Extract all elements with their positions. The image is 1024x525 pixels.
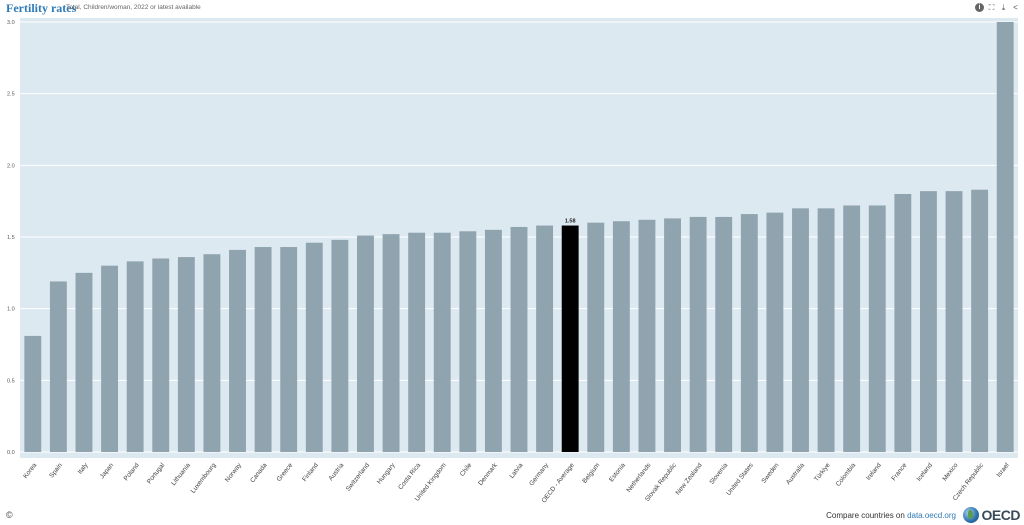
x-tick-label: Türkiye	[813, 462, 832, 483]
bar[interactable]	[919, 191, 937, 452]
x-tick-label: Poland	[123, 462, 141, 483]
bar-value-label: 1.58	[565, 219, 576, 225]
x-tick-label: Australia	[785, 462, 806, 487]
bar[interactable]	[689, 216, 707, 452]
x-tick-label: Chile	[459, 462, 474, 478]
x-tick-label: Japan	[99, 462, 116, 481]
x-tick-label: Austria	[327, 462, 345, 483]
bar[interactable]	[817, 208, 835, 452]
chart-toolbar: i ⛶ ⤓ <	[975, 3, 1020, 12]
y-tick-label: 3.0	[7, 20, 15, 26]
x-tick-label: Slovenia	[708, 462, 729, 486]
x-tick-label: Israel	[995, 461, 1011, 478]
bar[interactable]	[638, 219, 656, 452]
share-icon[interactable]: <	[1013, 3, 1018, 12]
bar[interactable]	[331, 239, 349, 452]
x-tick-label: Portugal	[146, 461, 167, 485]
bar[interactable]	[75, 272, 93, 452]
x-tick-label: New Zealand	[675, 462, 704, 497]
x-tick-label: Iceland	[916, 462, 935, 483]
bar[interactable]	[280, 247, 298, 452]
x-tick-label: Germany	[528, 461, 550, 487]
y-tick-label: 2.5	[7, 92, 15, 98]
y-tick-label: 0.0	[7, 450, 15, 456]
bar[interactable]	[664, 218, 681, 452]
bar[interactable]	[24, 335, 42, 452]
info-icon[interactable]: i	[975, 3, 984, 12]
bar[interactable]	[612, 221, 630, 452]
bar[interactable]	[459, 231, 477, 452]
bar[interactable]	[971, 189, 989, 452]
bar[interactable]	[49, 281, 67, 452]
bar[interactable]	[945, 191, 963, 452]
x-tick-label: Hungary	[376, 461, 397, 485]
bar[interactable]	[152, 258, 170, 453]
bar[interactable]	[740, 214, 758, 452]
bar[interactable]	[587, 222, 605, 452]
x-tick-label: Ireland	[865, 462, 883, 482]
copyright-symbol: ©	[6, 510, 13, 520]
globe-icon	[962, 507, 979, 523]
x-tick-label: Switzerland	[345, 462, 371, 493]
chart-subtitle: Total, Children/woman, 2022 or latest av…	[66, 4, 201, 11]
x-tick-label: France	[890, 462, 908, 483]
bar[interactable]	[433, 232, 451, 452]
bar[interactable]	[510, 226, 528, 452]
bar[interactable]	[894, 194, 912, 452]
x-tick-label: Spain	[48, 462, 64, 480]
bar[interactable]	[843, 205, 861, 452]
chart-header: Fertility rates Total, Children/woman, 2…	[0, 0, 1024, 18]
compare-countries-text: Compare countries on data.oecd.org	[826, 511, 956, 520]
bar-chart: 0.0 0.5 1.0 1.5 2.0 2.5 3.0 Korea Spain Italy Japa…	[7, 18, 1018, 504]
y-tick-label: 2.0	[7, 163, 15, 169]
x-tick-label: United States	[725, 461, 755, 497]
chart-title: Fertility rates	[6, 1, 77, 15]
y-tick-label: 1.0	[7, 307, 15, 313]
x-tick-label: Latvia	[508, 462, 524, 480]
x-tick-label: Finland	[301, 462, 320, 483]
x-tick-label: Sweden	[760, 462, 780, 485]
x-tick-label: Costa Rica	[397, 462, 422, 492]
bar[interactable]	[177, 257, 195, 452]
x-tick-label: Estonia	[608, 462, 627, 484]
x-tick-label: Norway	[224, 461, 244, 483]
oecd-logo-text: OECD	[981, 507, 1021, 523]
x-tick-label: Greece	[276, 462, 295, 483]
bar[interactable]	[357, 235, 374, 452]
oecd-logo[interactable]: OECD	[962, 507, 1021, 523]
bar[interactable]	[382, 234, 400, 452]
bar[interactable]	[536, 225, 554, 452]
x-tick-label: Denmark	[477, 461, 499, 487]
bar[interactable]	[101, 265, 119, 452]
x-tick-label: Belgium	[581, 462, 601, 485]
x-tick-label: Luxembourg	[190, 462, 218, 495]
bar[interactable]	[996, 22, 1014, 452]
x-tick-label: Italy	[77, 461, 90, 475]
bar[interactable]	[484, 229, 502, 452]
x-tick-label: Netherlands	[625, 461, 653, 494]
x-tick-label: Canada	[249, 462, 269, 485]
x-tick-label: Mexico	[941, 462, 959, 483]
bar-highlight[interactable]	[561, 225, 579, 452]
bar[interactable]	[126, 261, 144, 452]
bar[interactable]	[203, 254, 221, 452]
x-tick-label: Korea	[22, 462, 38, 480]
chart-footer: © Compare countries on data.oecd.org OEC…	[0, 507, 1024, 525]
expand-icon[interactable]: ⛶	[988, 3, 995, 12]
bar[interactable]	[868, 205, 886, 452]
x-tick-label: Lithuania	[170, 462, 192, 487]
x-tick-label: Colombia	[835, 462, 858, 488]
bar[interactable]	[305, 242, 323, 452]
bar[interactable]	[715, 216, 733, 452]
y-tick-label: 1.5	[7, 235, 15, 241]
y-tick-label: 0.5	[7, 378, 15, 384]
bar[interactable]	[766, 212, 784, 452]
bar[interactable]	[229, 249, 246, 452]
download-icon[interactable]: ⤓	[1001, 3, 1006, 12]
compare-prefix: Compare countries on	[826, 511, 908, 520]
bar[interactable]	[408, 232, 426, 452]
data-oecd-link[interactable]: data.oecd.org	[907, 511, 956, 520]
bar[interactable]	[792, 208, 809, 452]
bar[interactable]	[254, 247, 272, 452]
